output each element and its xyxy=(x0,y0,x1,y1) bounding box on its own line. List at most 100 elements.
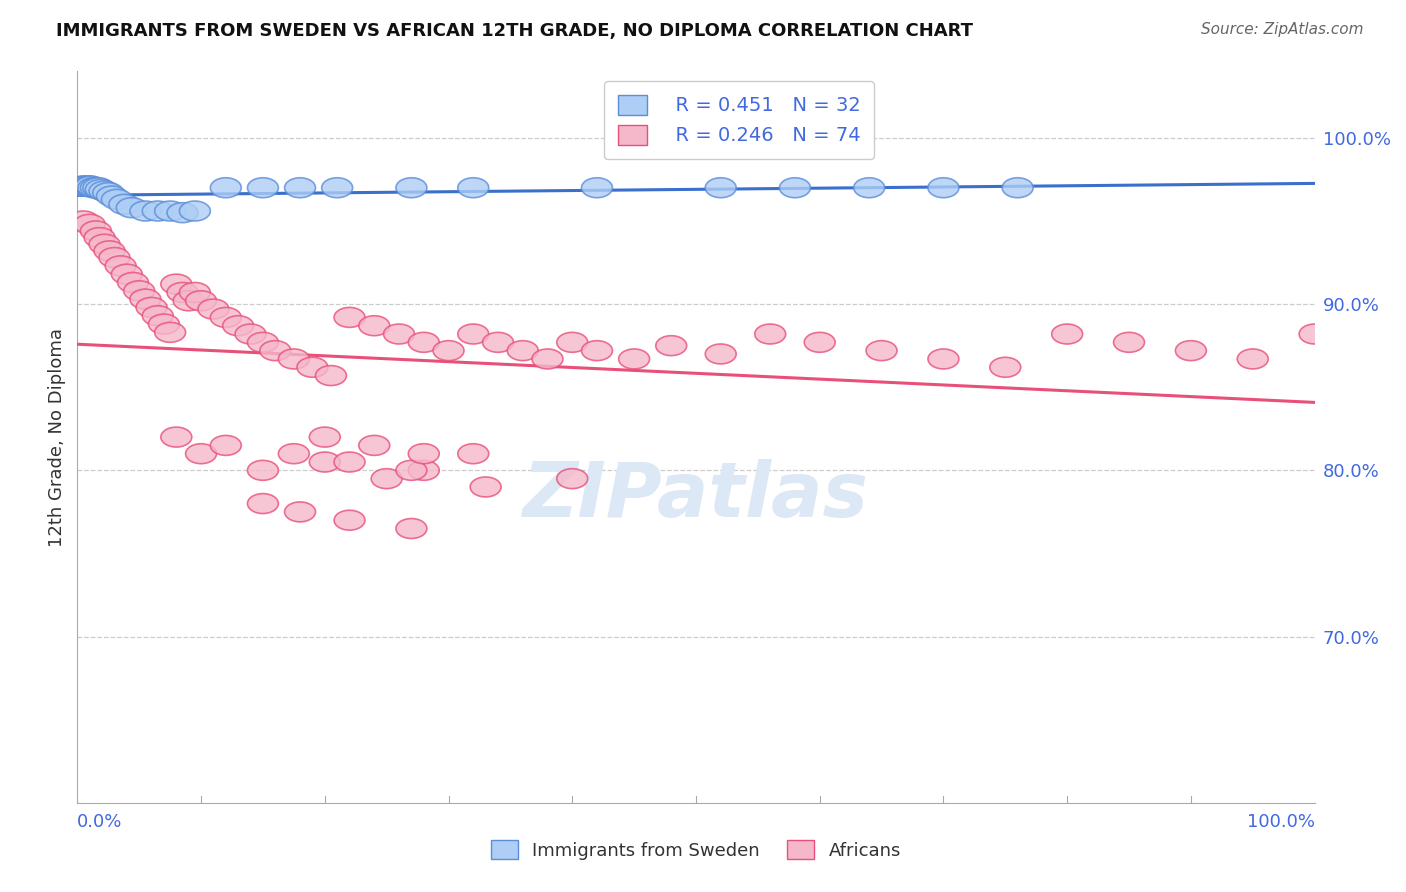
Ellipse shape xyxy=(335,308,366,327)
Ellipse shape xyxy=(211,435,242,456)
Ellipse shape xyxy=(928,178,959,198)
Ellipse shape xyxy=(105,256,136,276)
Ellipse shape xyxy=(80,221,111,241)
Text: ZIPatlas: ZIPatlas xyxy=(523,458,869,533)
Ellipse shape xyxy=(117,198,148,218)
Ellipse shape xyxy=(284,178,315,198)
Ellipse shape xyxy=(86,179,117,200)
Ellipse shape xyxy=(470,477,501,497)
Ellipse shape xyxy=(278,443,309,464)
Ellipse shape xyxy=(167,283,198,302)
Ellipse shape xyxy=(866,341,897,360)
Ellipse shape xyxy=(706,344,737,364)
Ellipse shape xyxy=(180,283,211,302)
Ellipse shape xyxy=(408,333,439,352)
Ellipse shape xyxy=(69,176,100,196)
Ellipse shape xyxy=(706,178,737,198)
Ellipse shape xyxy=(458,178,489,198)
Ellipse shape xyxy=(108,194,139,214)
Ellipse shape xyxy=(72,176,103,196)
Ellipse shape xyxy=(129,201,160,221)
Ellipse shape xyxy=(1002,178,1033,198)
Ellipse shape xyxy=(149,314,180,334)
Ellipse shape xyxy=(297,358,328,377)
Ellipse shape xyxy=(396,460,427,480)
Ellipse shape xyxy=(1237,349,1268,369)
Ellipse shape xyxy=(408,460,439,480)
Text: 100.0%: 100.0% xyxy=(1247,813,1315,830)
Ellipse shape xyxy=(433,341,464,360)
Ellipse shape xyxy=(1299,324,1330,344)
Ellipse shape xyxy=(111,264,142,285)
Ellipse shape xyxy=(928,349,959,369)
Ellipse shape xyxy=(309,427,340,447)
Ellipse shape xyxy=(396,178,427,198)
Ellipse shape xyxy=(186,443,217,464)
Ellipse shape xyxy=(101,189,132,210)
Ellipse shape xyxy=(359,316,389,335)
Ellipse shape xyxy=(1114,333,1144,352)
Ellipse shape xyxy=(142,306,173,326)
Ellipse shape xyxy=(458,443,489,464)
Ellipse shape xyxy=(75,176,105,196)
Ellipse shape xyxy=(76,176,107,196)
Ellipse shape xyxy=(211,308,242,327)
Ellipse shape xyxy=(173,291,204,310)
Ellipse shape xyxy=(118,272,149,293)
Ellipse shape xyxy=(557,333,588,352)
Ellipse shape xyxy=(371,468,402,489)
Ellipse shape xyxy=(160,274,191,294)
Ellipse shape xyxy=(335,510,366,530)
Ellipse shape xyxy=(75,214,105,235)
Ellipse shape xyxy=(1175,341,1206,360)
Ellipse shape xyxy=(247,460,278,480)
Ellipse shape xyxy=(508,341,538,360)
Ellipse shape xyxy=(408,443,439,464)
Ellipse shape xyxy=(180,201,211,221)
Ellipse shape xyxy=(309,452,340,472)
Ellipse shape xyxy=(247,493,278,514)
Text: 0.0%: 0.0% xyxy=(77,813,122,830)
Ellipse shape xyxy=(755,324,786,344)
Ellipse shape xyxy=(557,468,588,489)
Ellipse shape xyxy=(384,324,415,344)
Text: Source: ZipAtlas.com: Source: ZipAtlas.com xyxy=(1201,22,1364,37)
Ellipse shape xyxy=(77,178,108,198)
Ellipse shape xyxy=(779,178,810,198)
Ellipse shape xyxy=(124,281,155,301)
Ellipse shape xyxy=(359,435,389,456)
Ellipse shape xyxy=(582,341,613,360)
Ellipse shape xyxy=(396,518,427,539)
Ellipse shape xyxy=(582,178,613,198)
Ellipse shape xyxy=(284,502,315,522)
Ellipse shape xyxy=(98,248,129,268)
Ellipse shape xyxy=(186,291,217,310)
Ellipse shape xyxy=(94,241,125,260)
Ellipse shape xyxy=(322,178,353,198)
Ellipse shape xyxy=(235,324,266,344)
Ellipse shape xyxy=(160,427,191,447)
Ellipse shape xyxy=(853,178,884,198)
Ellipse shape xyxy=(198,299,229,319)
Ellipse shape xyxy=(136,297,167,318)
Ellipse shape xyxy=(804,333,835,352)
Ellipse shape xyxy=(93,183,124,202)
Ellipse shape xyxy=(482,333,513,352)
Ellipse shape xyxy=(89,235,120,254)
Ellipse shape xyxy=(84,227,115,248)
Ellipse shape xyxy=(129,289,160,310)
Ellipse shape xyxy=(80,178,111,198)
Ellipse shape xyxy=(655,335,686,356)
Ellipse shape xyxy=(83,178,114,198)
Y-axis label: 12th Grade, No Diploma: 12th Grade, No Diploma xyxy=(48,327,66,547)
Ellipse shape xyxy=(247,178,278,198)
Ellipse shape xyxy=(247,333,278,352)
Ellipse shape xyxy=(211,178,242,198)
Ellipse shape xyxy=(222,316,253,335)
Legend: Immigrants from Sweden, Africans: Immigrants from Sweden, Africans xyxy=(484,833,908,867)
Ellipse shape xyxy=(335,452,366,472)
Ellipse shape xyxy=(458,324,489,344)
Text: IMMIGRANTS FROM SWEDEN VS AFRICAN 12TH GRADE, NO DIPLOMA CORRELATION CHART: IMMIGRANTS FROM SWEDEN VS AFRICAN 12TH G… xyxy=(56,22,973,40)
Ellipse shape xyxy=(142,201,173,221)
Ellipse shape xyxy=(155,201,186,221)
